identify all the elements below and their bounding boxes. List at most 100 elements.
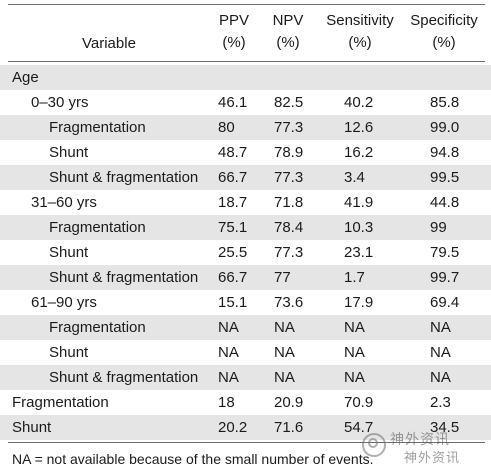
cell-specificity: 79.5: [430, 244, 460, 261]
cell-specificity: 99: [430, 219, 447, 236]
header-variable: Variable: [82, 35, 136, 52]
cell-sensitivity: 54.7: [344, 419, 374, 436]
cell-specificity: 94.8: [430, 144, 460, 161]
cell-npv: 71.6: [274, 419, 304, 436]
table-row: Shunt 25.5 77.3 23.1 79.5: [0, 240, 491, 265]
cell-specificity: 99.7: [430, 269, 460, 286]
cell-specificity: 99.5: [430, 169, 460, 186]
header-rule: [8, 61, 485, 62]
cell-ppv: 46.1: [218, 94, 248, 111]
row-label: Fragmentation: [49, 219, 146, 236]
table-row: Fragmentation 75.1 78.4 10.3 99: [0, 215, 491, 240]
header-specificity-line1: Specificity: [410, 12, 478, 29]
cell-sensitivity: 1.7: [344, 269, 365, 286]
cell-npv: NA: [274, 319, 295, 336]
bottom-rule: [8, 442, 485, 443]
row-label: Shunt & fragmentation: [49, 369, 199, 386]
cell-specificity: 99.0: [430, 119, 460, 136]
table-row: Fragmentation NA NA NA NA: [0, 315, 491, 340]
cell-npv: NA: [274, 369, 295, 386]
cell-npv: 77.3: [274, 169, 304, 186]
table-row: Shunt 48.7 78.9 16.2 94.8: [0, 140, 491, 165]
cell-ppv: 75.1: [218, 219, 248, 236]
cell-sensitivity: NA: [344, 369, 365, 386]
table-row: Shunt & fragmentation 66.7 77.3 3.4 99.5: [0, 165, 491, 190]
header-ppv-line1: PPV: [218, 12, 249, 29]
header-ppv-line2: (%): [222, 34, 246, 51]
row-label: Shunt: [49, 244, 89, 261]
cell-npv: 73.6: [274, 294, 304, 311]
table-row: Fragmentation 80 77.3 12.6 99.0: [0, 115, 491, 140]
cell-sensitivity: 41.9: [344, 194, 374, 211]
header-npv: NPV (%): [266, 10, 310, 54]
row-label: Shunt: [49, 144, 89, 161]
cell-sensitivity: 23.1: [344, 244, 374, 261]
cell-specificity: 44.8: [430, 194, 460, 211]
cell-specificity: 2.3: [430, 394, 451, 411]
cell-specificity: 85.8: [430, 94, 460, 111]
cell-ppv: 66.7: [218, 169, 248, 186]
cell-npv: 77.3: [274, 244, 304, 261]
header-specificity: Specificity (%): [404, 10, 484, 54]
cell-npv: 78.9: [274, 144, 304, 161]
cell-sensitivity: 10.3: [344, 219, 374, 236]
table-row: 31–60 yrs 18.7 71.8 41.9 44.8: [0, 190, 491, 215]
cell-sensitivity: 70.9: [344, 394, 374, 411]
cell-ppv: 18: [218, 394, 235, 411]
cell-sensitivity: 12.6: [344, 119, 374, 136]
row-label: Fragmentation: [12, 394, 109, 411]
cell-ppv: 15.1: [218, 294, 248, 311]
cell-ppv: 25.5: [218, 244, 248, 261]
cell-npv: NA: [274, 344, 295, 361]
cell-ppv: 20.2: [218, 419, 248, 436]
row-label: 0–30 yrs: [31, 94, 89, 111]
cell-npv: 77.3: [274, 119, 304, 136]
row-label: Fragmentation: [49, 319, 146, 336]
table-row: Shunt & fragmentation 66.7 77 1.7 99.7: [0, 265, 491, 290]
top-rule: [8, 4, 485, 5]
table-row: 0–30 yrs 46.1 82.5 40.2 85.8: [0, 90, 491, 115]
cell-sensitivity: 16.2: [344, 144, 374, 161]
header-ppv: PPV (%): [212, 10, 256, 54]
row-label: Fragmentation: [49, 119, 146, 136]
header-sensitivity: Sensitivity (%): [318, 10, 402, 54]
cell-ppv: 18.7: [218, 194, 248, 211]
table-row: 61–90 yrs 15.1 73.6 17.9 69.4: [0, 290, 491, 315]
header-sensitivity-line1: Sensitivity: [326, 12, 394, 29]
table-row: Age: [0, 65, 491, 90]
row-label: Shunt: [49, 344, 89, 361]
cell-sensitivity: NA: [344, 344, 365, 361]
cell-specificity: 69.4: [430, 294, 460, 311]
table-row: Fragmentation 18 20.9 70.9 2.3: [0, 390, 491, 415]
cell-ppv: 48.7: [218, 144, 248, 161]
cell-specificity: NA: [430, 369, 451, 386]
header-npv-line2: (%): [276, 34, 300, 51]
cell-ppv: NA: [218, 369, 239, 386]
cell-ppv: NA: [218, 319, 239, 336]
cell-sensitivity: 40.2: [344, 94, 374, 111]
header-specificity-line2: (%): [432, 34, 456, 51]
cell-npv: 71.8: [274, 194, 304, 211]
cell-ppv: 66.7: [218, 269, 248, 286]
cell-npv: 78.4: [274, 219, 304, 236]
cell-specificity: NA: [430, 344, 451, 361]
cell-npv: 77: [274, 269, 291, 286]
cell-npv: 82.5: [274, 94, 304, 111]
cell-specificity: 34.5: [430, 419, 460, 436]
footnote: NA = not available because of the small …: [12, 451, 374, 467]
row-label: 61–90 yrs: [31, 294, 97, 311]
cell-sensitivity: 17.9: [344, 294, 374, 311]
row-label: 31–60 yrs: [31, 194, 97, 211]
header-sensitivity-line2: (%): [348, 34, 372, 51]
table-row: Shunt & fragmentation NA NA NA NA: [0, 365, 491, 390]
cell-sensitivity: NA: [344, 319, 365, 336]
table-row: Shunt 20.2 71.6 54.7 34.5: [0, 415, 491, 440]
row-label: Shunt: [12, 419, 52, 436]
header-npv-line1: NPV: [272, 12, 304, 29]
cell-ppv: NA: [218, 344, 239, 361]
row-label: Age: [12, 69, 39, 86]
watermark-text-line2: 神外资讯: [404, 450, 461, 465]
cell-specificity: NA: [430, 319, 451, 336]
cell-npv: 20.9: [274, 394, 304, 411]
